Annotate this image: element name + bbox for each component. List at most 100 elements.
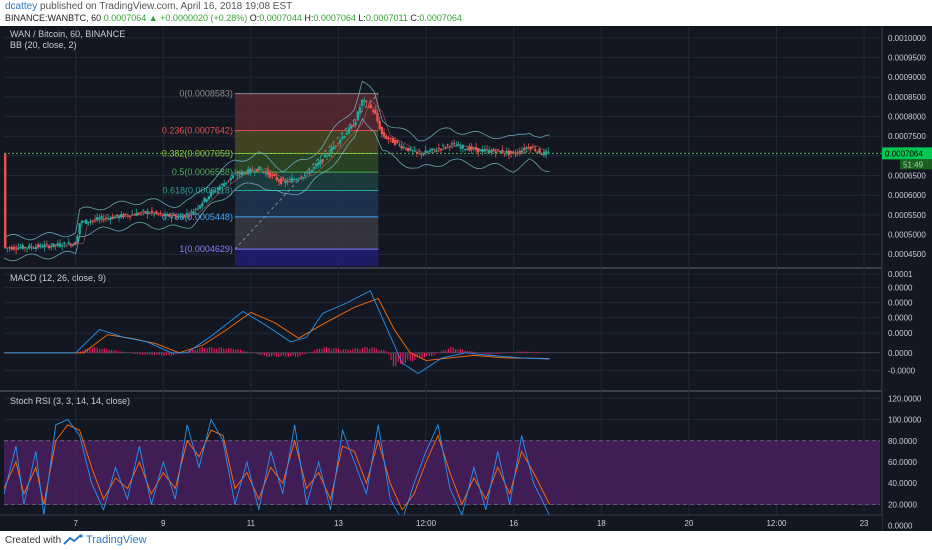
- candle-body: [323, 154, 327, 158]
- candle-body: [128, 215, 132, 217]
- open-label: O:: [249, 13, 260, 23]
- stoch-d-line: [3, 424, 550, 511]
- candle-body: [466, 148, 469, 151]
- candle-body: [74, 242, 77, 245]
- candle-body: [6, 247, 9, 249]
- candle-body: [25, 247, 29, 249]
- candle-body: [181, 215, 184, 219]
- candle-body: [542, 151, 546, 155]
- candle-body: [137, 213, 140, 215]
- candle-body: [290, 178, 294, 183]
- candle-body: [424, 150, 427, 153]
- candle-body: [459, 146, 462, 149]
- candle-body: [268, 172, 272, 178]
- candle-body: [113, 216, 116, 219]
- candle-body: [470, 146, 473, 150]
- axis-tick-label-p1-1: 0.0000: [888, 284, 913, 293]
- candle-body: [481, 149, 484, 153]
- chart-area[interactable]: 0(0.0008583)0.236(0.0007642)0.382(0.0007…: [0, 26, 932, 531]
- candle-body: [266, 170, 270, 175]
- candle-body: [71, 244, 75, 246]
- fib-level-label-5: 0.786(0.0005448): [162, 212, 233, 222]
- candle-body: [56, 243, 59, 246]
- axis-tick-label-p1-4: 0.0000: [888, 329, 913, 338]
- candle-body: [32, 248, 35, 249]
- candle-body: [347, 127, 351, 134]
- candle-body: [157, 213, 160, 215]
- candle-body: [455, 145, 458, 147]
- candle-body: [203, 197, 206, 202]
- high-label: H:: [304, 13, 314, 23]
- candle-body: [435, 150, 438, 152]
- candle-body: [58, 243, 62, 247]
- candle-body: [295, 179, 298, 180]
- stoch-band: [4, 440, 880, 505]
- candle-body: [304, 174, 307, 177]
- candle-body: [485, 149, 489, 151]
- candle-body: [244, 172, 248, 174]
- time-axis-label-6: 18: [597, 519, 606, 528]
- candle-body: [308, 172, 311, 174]
- candle-body: [271, 175, 274, 176]
- candle-body: [297, 178, 300, 180]
- candle-body: [190, 211, 193, 213]
- candle-body: [299, 177, 303, 179]
- candle-body: [483, 149, 487, 152]
- candle-body: [126, 215, 130, 217]
- stoch-title: Stoch RSI (3, 3, 14, 14, close): [10, 396, 130, 406]
- fib-zone-4: [234, 190, 379, 217]
- author-link[interactable]: dcattey: [5, 1, 38, 12]
- candle-body: [433, 148, 436, 150]
- candle-body: [34, 247, 38, 249]
- candle-body: [396, 140, 399, 143]
- candle-body: [507, 150, 511, 155]
- axis-tick-label-p0-11: 0.0004500: [888, 250, 926, 259]
- candle-body: [242, 171, 246, 174]
- candle-body: [124, 213, 127, 216]
- candle-body: [448, 146, 451, 147]
- candle-body: [155, 211, 158, 214]
- candle-body: [177, 216, 180, 218]
- tradingview-logo-icon[interactable]: [62, 534, 84, 546]
- candle-body: [345, 132, 349, 135]
- candle-body: [111, 216, 114, 219]
- candle-body: [428, 150, 432, 152]
- price-series: [3, 80, 882, 262]
- candle-body: [198, 205, 202, 209]
- candle-body: [354, 121, 357, 126]
- candle-body: [415, 151, 419, 153]
- top-header: dcattey published on TradingView.com, Ap…: [0, 0, 932, 26]
- axis-tick-label-p2-6: 0.0000: [888, 522, 913, 531]
- candle-body: [350, 125, 353, 129]
- candle-body: [398, 144, 401, 146]
- bb-lower-band: [3, 117, 550, 262]
- candle-body: [52, 243, 55, 247]
- candle-body: [98, 217, 101, 220]
- candle-body: [207, 196, 211, 200]
- candle-body: [365, 101, 368, 103]
- candle-body: [201, 203, 204, 207]
- fib-level-label-1: 0.236(0.0007642): [162, 126, 233, 136]
- axis-tick-label-p2-3: 60.0000: [888, 458, 917, 467]
- candle-body: [233, 173, 237, 175]
- time-axis-label-9: 23: [860, 519, 869, 528]
- fib-zone-1: [234, 130, 379, 154]
- tradingview-brand[interactable]: TradingView: [86, 534, 147, 546]
- time-axis-label-7: 20: [684, 519, 693, 528]
- candle-body: [172, 214, 176, 216]
- candle-body: [69, 243, 73, 246]
- candle-body: [36, 244, 40, 248]
- footer: Created with TradingView: [0, 531, 932, 550]
- candle-body: [179, 215, 182, 217]
- candle-body: [301, 177, 305, 179]
- candle-body: [163, 213, 167, 217]
- candle-body: [183, 214, 186, 217]
- bb-upper-band: [3, 80, 550, 241]
- axis-tick-label-p0-10: 0.0005000: [888, 231, 926, 240]
- candle-body: [369, 104, 373, 109]
- candle-body: [391, 137, 395, 143]
- candle-body: [109, 218, 112, 220]
- candle-body: [187, 215, 191, 217]
- candle-body: [529, 146, 532, 150]
- fib-level-label-4: 0.618(0.0006118): [163, 186, 233, 196]
